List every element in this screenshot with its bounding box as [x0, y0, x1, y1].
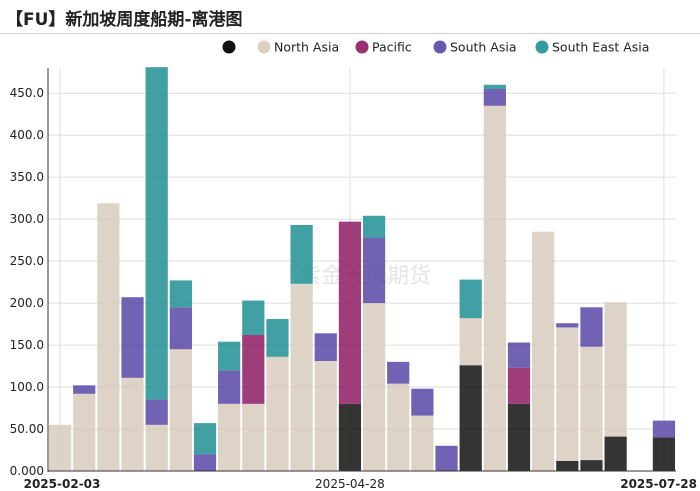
bar-segment-north-asia	[362, 303, 386, 471]
bar-segment-south-asia	[580, 307, 603, 347]
y-tick-label: 450.0	[10, 86, 44, 100]
y-tick-label: 50.00	[10, 422, 44, 436]
bar-segment-south-asia	[387, 361, 410, 384]
title-divider	[0, 33, 700, 34]
bar-segment-unknown	[459, 365, 482, 471]
legend-marker-unlabeled	[222, 40, 236, 54]
y-tick-label: 200.0	[10, 296, 44, 310]
bar-segment-north-asia	[532, 231, 555, 471]
bar-segment-south-asia	[169, 307, 192, 350]
bar-segment-north-asia	[387, 383, 410, 471]
bar-segment-north-asia	[314, 361, 337, 471]
chart-title: 【FU】新加坡周度船期-离港图	[6, 10, 243, 30]
bar-segment-south-asia	[556, 323, 579, 328]
bar-segment-north-asia	[266, 356, 289, 471]
bar-segment-north-asia	[483, 105, 506, 471]
legend-label: South East Asia	[552, 40, 649, 55]
bar-segment-north-asia	[411, 415, 434, 471]
bar-segment-south-asia	[652, 420, 676, 438]
bar-segment-north-asia	[556, 327, 579, 461]
bar-segment-south-east-asia	[483, 84, 506, 89]
y-tick-label: 0.000	[10, 464, 44, 478]
legend-marker-north-asia	[257, 40, 271, 54]
bar-segment-pacific	[338, 221, 362, 404]
bar-segment-north-asia	[218, 403, 241, 471]
bar-segment-south-east-asia	[266, 319, 289, 357]
bar-segment-south-asia	[218, 370, 241, 404]
bar-segment-unknown	[580, 460, 603, 471]
legend-label: Pacific	[372, 40, 412, 55]
bar-segment-south-asia	[483, 88, 506, 106]
bar-segment-south-east-asia	[362, 215, 386, 238]
bar-segment-north-asia	[48, 424, 72, 471]
bar-segment-pacific	[242, 334, 265, 404]
bar-segment-south-asia	[73, 385, 96, 394]
bar-segment-south-asia	[314, 333, 337, 362]
bar-segment-north-asia	[97, 203, 120, 471]
bar-segment-south-east-asia	[242, 300, 265, 335]
bar-segment-south-asia	[121, 297, 144, 378]
bar-segment-south-east-asia	[169, 280, 192, 308]
bar-segment-unknown	[652, 437, 676, 471]
bar-segment-pacific	[507, 367, 531, 404]
bar-segment-unknown	[338, 403, 362, 471]
legend-marker-pacific	[355, 40, 369, 54]
bar-segment-north-asia	[290, 283, 313, 471]
bar-segment-north-asia	[121, 377, 144, 471]
bar-segment-unknown	[507, 403, 531, 471]
bar-segment-south-east-asia	[145, 67, 168, 400]
bar-segment-south-east-asia	[290, 225, 313, 284]
bar-segment-south-asia	[362, 237, 386, 304]
y-tick-label: 150.0	[10, 338, 44, 352]
bar-segment-north-asia	[604, 302, 627, 437]
bar-segment-unknown	[604, 436, 627, 471]
bar-segment-south-east-asia	[193, 423, 217, 455]
bar-segment-south-asia	[435, 445, 458, 471]
bar-segment-north-asia	[145, 424, 168, 471]
legend-marker-south-asia	[433, 40, 447, 54]
x-tick-label: 2025-04-28	[315, 477, 385, 491]
legend-label: North Asia	[274, 40, 339, 55]
y-tick-label: 350.0	[10, 170, 44, 184]
legend-label: South Asia	[450, 40, 517, 55]
y-tick-label: 250.0	[10, 254, 44, 268]
legend-marker-south-east-asia	[535, 40, 549, 54]
bar-segment-north-asia	[73, 393, 96, 471]
bar-segment-south-asia	[507, 342, 531, 368]
x-tick-label: 2025-02-03	[24, 477, 101, 491]
bar-segment-south-east-asia	[218, 341, 241, 371]
y-tick-label: 100.0	[10, 380, 44, 394]
bar-segment-south-asia	[193, 454, 217, 471]
x-tick-label: 2025-07-28	[620, 477, 697, 491]
bar-segment-north-asia	[580, 346, 603, 461]
bar-segment-south-asia	[411, 388, 434, 416]
bar-segment-north-asia	[169, 349, 192, 471]
bar-segment-north-asia	[242, 403, 265, 471]
bar-segment-unknown	[556, 460, 579, 471]
y-tick-label: 400.0	[10, 128, 44, 142]
bar-segment-north-asia	[459, 318, 482, 366]
bar-segment-south-east-asia	[459, 279, 482, 319]
y-tick-label: 300.0	[10, 212, 44, 226]
bar-segment-south-asia	[145, 399, 168, 425]
